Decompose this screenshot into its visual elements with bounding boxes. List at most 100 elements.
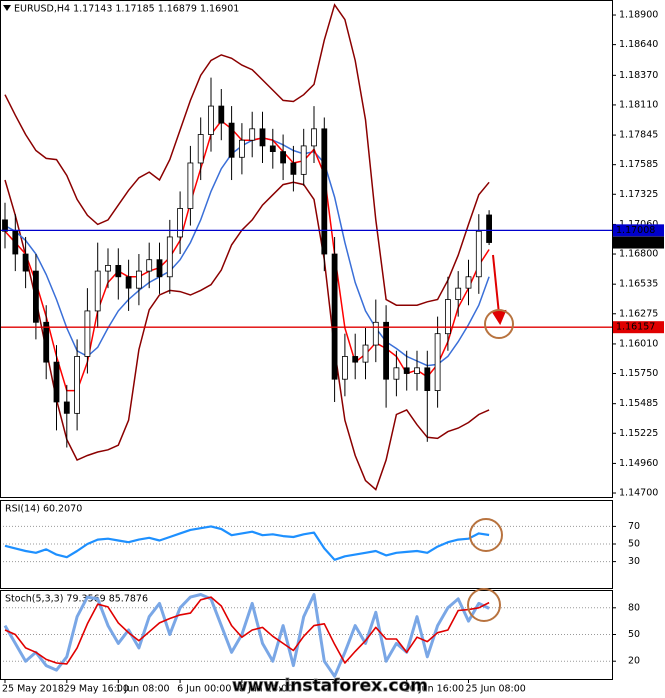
candle-body <box>135 270 142 289</box>
candle-body <box>372 321 379 346</box>
candle-body <box>12 230 19 255</box>
candle-body <box>105 265 111 272</box>
x-tick-label: 6 Jun 00:00 <box>177 684 231 695</box>
candle-body <box>414 367 420 374</box>
y-tick-label: 1.16535 <box>619 279 658 290</box>
indicator-line <box>4 3 490 306</box>
candle-body <box>53 361 60 403</box>
candle-body <box>362 344 369 363</box>
candle-body <box>393 367 400 380</box>
y-tick-label: 50 <box>628 539 640 550</box>
panel-title: EURUSD,H4 1.17143 1.17185 1.16879 1.1690… <box>14 4 239 15</box>
candle-body <box>434 333 441 391</box>
series-line <box>3 593 490 678</box>
candle-body <box>208 105 214 135</box>
candle-body <box>331 253 338 380</box>
plots: EURUSD,H4 1.17143 1.17185 1.16879 1.1690… <box>0 3 664 695</box>
highlight-circle <box>467 588 501 622</box>
candle-body <box>197 134 204 164</box>
watermark: www.instaforex.com <box>232 676 428 696</box>
candle-body <box>280 151 287 164</box>
candle-body <box>341 356 348 380</box>
y-tick-label: 1.17845 <box>619 130 658 141</box>
candle-body <box>475 230 482 278</box>
y-tick-label: 1.16275 <box>619 308 658 319</box>
y-tick-label: 1.18640 <box>619 39 658 50</box>
candle-body <box>33 270 39 323</box>
annotations <box>467 254 514 622</box>
main-frame <box>0 0 613 498</box>
candle-body <box>465 276 472 289</box>
y-tick-label: 1.14700 <box>619 488 658 499</box>
y-tick-label: 1.15485 <box>619 398 658 409</box>
y-tick-label: 70 <box>628 521 640 532</box>
arrow <box>492 254 500 315</box>
panel-title: Stoch(5,3,3) 79.3569 85.7876 <box>5 594 148 605</box>
candle-body <box>444 299 451 335</box>
panel-title: RSI(14) 60.2070 <box>5 504 82 515</box>
y-tick-label: 1.18110 <box>619 99 658 110</box>
price-tag-label: 1.17008 <box>616 225 655 236</box>
y-tick-label: 50 <box>628 629 640 640</box>
price-tag-label: 1.16157 <box>616 322 655 333</box>
candle-body <box>290 162 297 175</box>
candle-body <box>146 259 153 272</box>
candle-body <box>321 128 328 255</box>
candle-body <box>156 259 163 278</box>
price-tag <box>612 224 664 237</box>
candle-body <box>249 128 256 141</box>
candle-body <box>486 214 493 243</box>
candle-body <box>74 356 80 414</box>
candle-body <box>269 145 276 152</box>
candle-body <box>238 139 245 158</box>
arrow-head <box>491 309 507 326</box>
candle-body <box>228 122 235 158</box>
candle-body <box>84 310 91 357</box>
candle-body <box>424 367 431 391</box>
y-tick-label: 1.16010 <box>619 338 658 349</box>
y-tick-label: 1.18900 <box>619 10 658 21</box>
indicator-line <box>4 179 490 491</box>
x-tick-label: 20 Jun 16:00 <box>404 684 464 695</box>
frames <box>0 0 613 680</box>
candle-body <box>218 105 225 124</box>
candle-body <box>300 145 307 175</box>
candle-body <box>187 162 194 209</box>
y-tick-label: 1.17325 <box>619 189 658 200</box>
candle-body <box>259 128 266 147</box>
candle-body <box>383 321 390 380</box>
y-tick-label: 1.15225 <box>619 428 658 439</box>
series-line <box>4 525 490 561</box>
candle-body <box>125 276 132 289</box>
candle-body <box>22 253 29 272</box>
y-tick-label: 1.15750 <box>619 368 658 379</box>
candle-body <box>94 270 101 312</box>
y-tick-label: 30 <box>628 556 640 567</box>
rsi-frame <box>0 500 613 589</box>
highlight-circle <box>484 309 514 339</box>
candle-body <box>352 356 359 363</box>
y-tick-label: 20 <box>628 656 640 667</box>
highlight-circle <box>469 518 503 552</box>
candle-body <box>311 128 317 147</box>
y-tick-label: 1.18370 <box>619 70 658 81</box>
x-tick-label: 1 Jun 08:00 <box>115 684 169 695</box>
symbol-icon <box>3 5 11 11</box>
last-price-label: 1.16901 <box>616 237 655 248</box>
candle-body <box>43 321 50 363</box>
price-tag <box>612 321 664 334</box>
candle-body <box>177 208 184 238</box>
x-tick-label: 8 Jun 16:00 <box>239 684 293 695</box>
last-price-tag <box>612 236 664 249</box>
x-tick-label: 25 Jun 08:00 <box>466 684 526 695</box>
candle-body <box>115 265 122 278</box>
x-tick-label: 25 May 2018 <box>2 684 64 695</box>
candle-body <box>63 401 70 414</box>
y-tick-label: 1.17585 <box>619 159 658 170</box>
series-line <box>4 596 490 665</box>
candle-body <box>403 367 410 374</box>
y-tick-label: 1.14960 <box>619 458 658 469</box>
candle-body <box>455 287 462 300</box>
